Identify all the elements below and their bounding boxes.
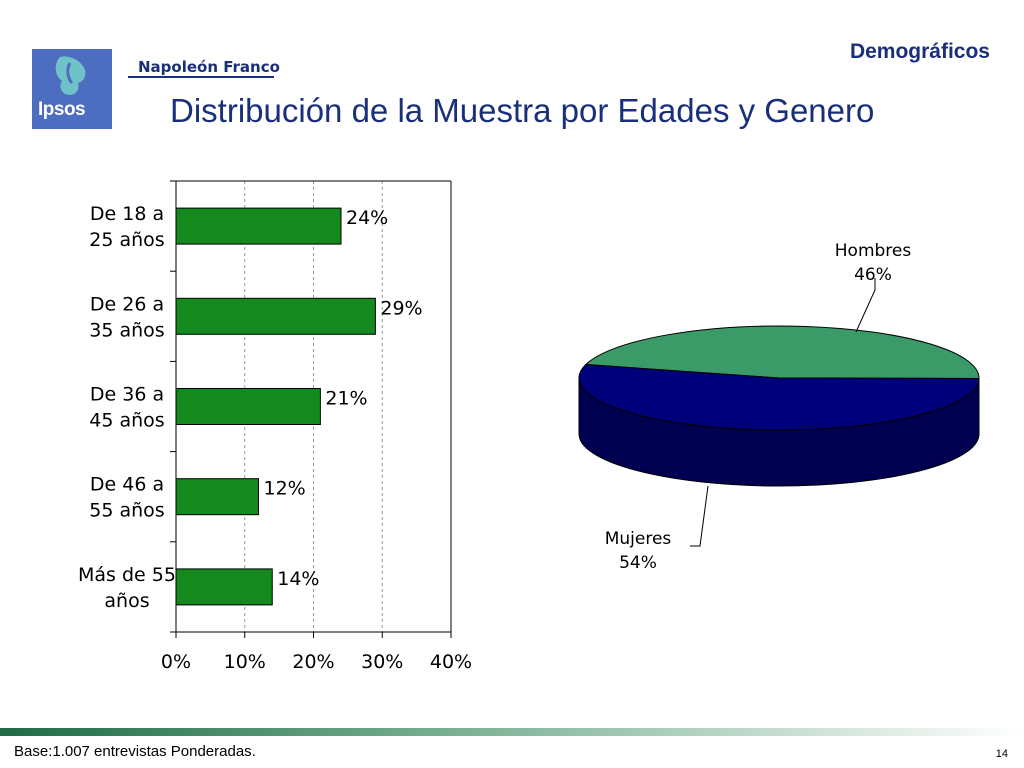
brand-name: Napoleón Franco	[138, 58, 280, 76]
pie-slice	[578, 364, 980, 431]
footer-bar	[0, 728, 1024, 736]
bar	[175, 478, 259, 516]
x-tick-label: 0%	[161, 651, 191, 673]
bar-value-label: 29%	[380, 297, 422, 319]
pie-label: Hombres 46%	[835, 241, 912, 285]
pie-leader-line	[855, 278, 876, 333]
gender-pie-chart: Hombres 46% Mujeres 54%	[578, 241, 980, 573]
bar-value-label: 12%	[264, 478, 306, 500]
page-title: Distribución de la Muestra por Edades y …	[170, 92, 875, 129]
logo-text: Ipsos	[38, 99, 86, 120]
category-label: De 18 a 25 años	[89, 203, 164, 251]
bar-value-label: 14%	[277, 568, 319, 590]
x-tick-label: 20%	[292, 651, 334, 673]
x-tick-label: 10%	[224, 651, 266, 673]
bar	[175, 388, 321, 425]
category-label: De 26 a 35 años	[89, 293, 164, 341]
footer-note: Base:1.007 entrevistas Ponderadas.	[14, 743, 256, 760]
category-label: Más de 55 años	[78, 564, 176, 612]
logo-mark-icon	[55, 56, 86, 95]
pie-leader-line	[690, 485, 709, 547]
section-label: Demográficos	[849, 40, 990, 63]
ipsos-logo: Ipsos	[32, 49, 112, 129]
bar-value-label: 21%	[325, 388, 367, 410]
category-label: De 46 a 55 años	[89, 474, 164, 522]
pie-label: Mujeres 54%	[605, 529, 672, 573]
bar-value-label: 24%	[346, 207, 388, 229]
brand-underline	[128, 76, 274, 78]
pie-slice	[584, 325, 980, 380]
category-label: De 36 a 45 años	[89, 384, 164, 432]
x-tick-label: 40%	[430, 651, 472, 673]
page-number: 14	[995, 748, 1008, 760]
bar	[175, 207, 342, 245]
x-tick-label: 30%	[361, 651, 403, 673]
age-bar-chart: 0% 10% 20% 30% 40% 24% De 18 a 25 años 29% De 26 …	[78, 180, 472, 673]
bar	[175, 568, 273, 606]
bar	[175, 297, 376, 335]
